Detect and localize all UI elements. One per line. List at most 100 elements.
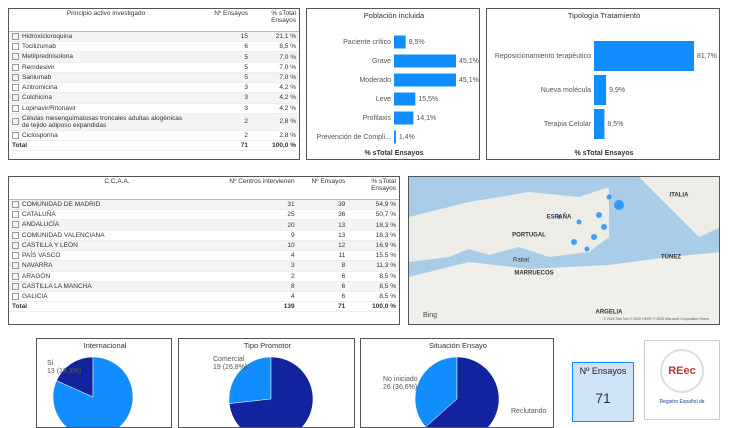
map-dot [601, 224, 607, 230]
promotor-panel: Tipo Promotor Comercial 19 (26,8%) [178, 338, 355, 428]
chart-title: Tipo Promotor [244, 341, 292, 350]
cell-text: Colchicina [22, 94, 52, 102]
cell-text: 3 [244, 84, 248, 92]
table-row: Lopinavir/Ritonavir 3 4,2 % [9, 103, 299, 114]
total-cell: Total [9, 139, 204, 151]
value-label: 9,9% [609, 87, 625, 94]
bar [394, 130, 396, 144]
pie-slice [425, 356, 500, 427]
table-row: Metilprednisolona 5 7,0 % [9, 51, 299, 63]
expand-box [12, 201, 19, 208]
logo-text: Registro Español de [659, 399, 705, 405]
kpi-label: Nº Ensayos [579, 366, 627, 376]
cell-text: 4,2 % [279, 104, 296, 112]
chart-title: Situación Ensayo [429, 341, 487, 350]
table-cell: 8,5 % [348, 281, 399, 292]
header-row: C.C.A.A. Nº Centros intervienen Nº Ensayos… [9, 177, 399, 200]
column-header: % sTotal Ensayos [251, 9, 299, 32]
expand-box [12, 73, 19, 81]
table-cell: 8 [297, 260, 349, 272]
expand-box [12, 292, 19, 300]
cell-text: 2,8 % [279, 131, 296, 139]
cell-text: Remdesivir [22, 63, 55, 71]
table-row: COMUNIDAD DE MADRID 31 39 54,9 % [9, 199, 399, 211]
cell-text: 10 [287, 241, 295, 249]
table-row: Células mesenquimatosas troncales adulta… [9, 113, 299, 131]
value-label: 81,7% [697, 53, 717, 60]
table-cell: 8 [224, 281, 298, 292]
table-row: Tocilizumab 6 8,5 % [9, 41, 299, 53]
table-cell: 5 [203, 51, 251, 63]
cell-text: 5 [244, 73, 248, 81]
table-cell: ARAGÓN [9, 271, 225, 282]
x-axis-label: % sTotal Ensayos [574, 150, 633, 157]
cell-text: 8 [291, 282, 295, 290]
cell-text: NAVARRA [22, 262, 53, 270]
cell-text: 6 [341, 293, 346, 301]
bar [394, 54, 456, 68]
table-row: Remdesivir 5 7,0 % [9, 62, 299, 73]
table-row: CATALUÑA 25 36 50,7 % [9, 209, 399, 221]
table-row: Colchicina 3 4,2 % [9, 92, 299, 104]
cell-text: 13 [338, 231, 346, 239]
cell-text: 8,5 % [379, 282, 396, 290]
expand-box [12, 33, 19, 40]
cell-text: 2,8 % [279, 118, 296, 126]
category-label: Prevención de Compli... [317, 134, 391, 141]
cell-text: 11 [338, 252, 346, 260]
table-row: ARAGÓN 2 6 8,5 % [9, 271, 399, 282]
map-dot [596, 212, 602, 218]
table-cell: 5 [203, 62, 251, 73]
logo-card: REec Registro Español de [644, 340, 720, 420]
map: ITALIA ESPAÑA PORTUGAL TÚNEZ MARRUECOS ARGELI… [409, 177, 719, 324]
table-cell: 2,8 % [251, 130, 299, 141]
map-dot [576, 219, 582, 225]
category-label: Reposicionamiento terapéutico [495, 53, 591, 60]
table-cell: 13 [297, 230, 349, 241]
cell-text: 2 [244, 118, 248, 126]
table-cell: 15,5 % [348, 250, 399, 262]
cell-text: 31 [287, 201, 295, 209]
chart: Tipología Tratamiento % sTotal Ensayos Rep… [495, 11, 717, 157]
map-attribution: © 2020 TomTom © 2020 HERE © 2020 Microso… [603, 317, 709, 321]
expand-box [12, 262, 19, 270]
pie-slice [52, 356, 134, 427]
cell-text: GALICIA [22, 292, 48, 300]
cell-text: 5 [244, 53, 248, 61]
table-cell: GALICIA [9, 291, 225, 303]
table-cell: 8,5 % [348, 271, 399, 282]
expand-box [12, 53, 19, 61]
cell-text: 8 [341, 262, 346, 270]
total-cell: 71 [297, 301, 349, 313]
total-cell: 100,0 % [251, 139, 299, 151]
map-label: ARGELIA [596, 310, 624, 316]
expand-box [12, 252, 19, 260]
category-label: Paciente crítico [343, 39, 391, 46]
cell-text: COMUNIDAD VALENCIANA [22, 231, 105, 239]
cell-text: Tocilizumab [22, 43, 56, 51]
table-cell: 9 [224, 230, 298, 241]
slice-value: 13 (18,3%) [47, 368, 81, 375]
bar [394, 73, 456, 87]
table-cell: 10 [224, 240, 298, 252]
bar [394, 92, 416, 106]
table-cell: 36 [297, 209, 349, 221]
bar [394, 35, 406, 49]
table-cell: Sarilumab [9, 72, 204, 84]
slice-value: 26 (36,6%) [383, 384, 417, 391]
cell-text: COMUNIDAD DE MADRID [22, 201, 101, 208]
column-header: C.C.A.A. [9, 177, 225, 200]
table-cell: 54,9 % [348, 199, 399, 211]
dashboard: Principio activo investigado Nº Ensayos% … [8, 8, 720, 428]
table-cell: 2,8 % [251, 113, 299, 131]
cell-text: 20 [287, 221, 295, 229]
data-table: C.C.A.A. Nº Centros intervienen Nº Ensayos… [9, 177, 399, 313]
cell-text: 39 [338, 201, 346, 209]
map-dot [614, 200, 624, 210]
cell-text: 21,1 % [275, 33, 296, 41]
table-cell: 4 [224, 291, 298, 303]
cell-text: 15,5 % [375, 252, 396, 260]
pie-slice [56, 356, 94, 398]
table-cell: CATALUÑA [9, 209, 225, 221]
